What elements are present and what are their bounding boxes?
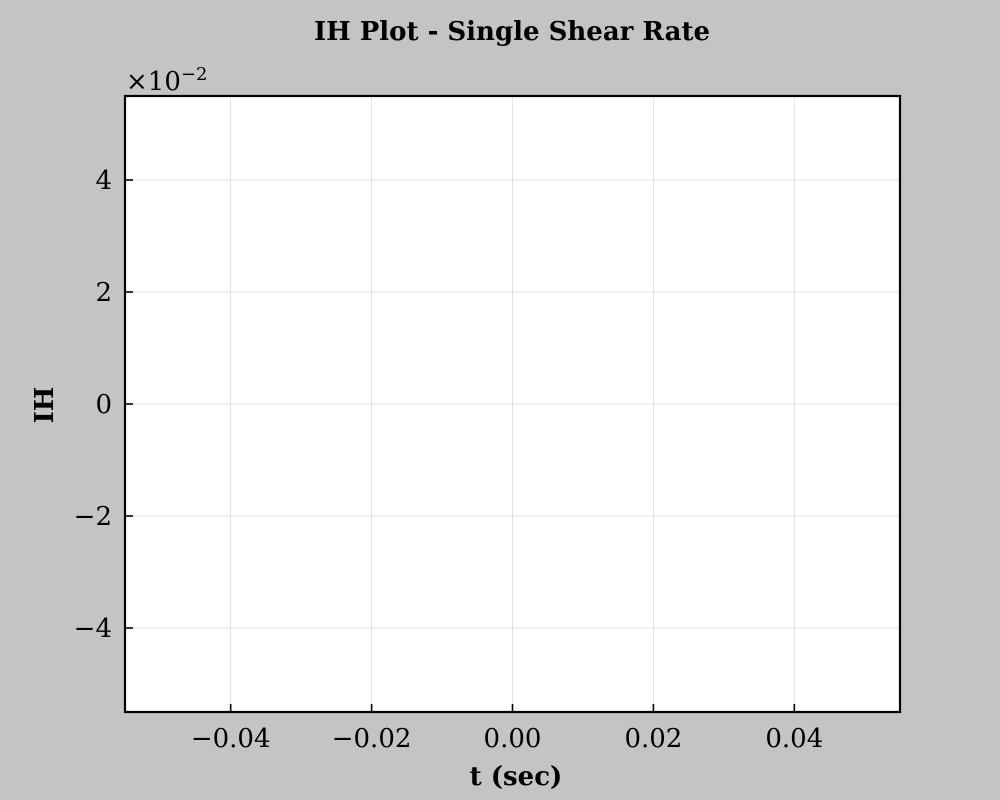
y-axis-offset-label: ×10−2	[126, 64, 207, 97]
grid-lines	[125, 96, 900, 712]
x-tick-label: −0.04	[191, 724, 271, 754]
y-tick-label: −2	[74, 502, 112, 532]
y-axis-ticks: −4 −2 0 2 4	[74, 166, 133, 644]
y-offset-base: ×10	[126, 67, 181, 97]
y-tick-label: 2	[95, 278, 112, 308]
x-tick-label: 0.02	[624, 724, 682, 754]
y-tick-label: 0	[95, 390, 112, 420]
y-axis-label: IH	[30, 387, 60, 424]
y-tick-label: 4	[95, 166, 112, 196]
x-tick-label: 0.04	[765, 724, 823, 754]
chart-title: IH Plot - Single Shear Rate	[314, 17, 710, 47]
x-tick-label: 0.00	[484, 724, 542, 754]
y-tick-label: −4	[74, 614, 112, 644]
y-offset-exponent: −2	[181, 64, 208, 85]
plot-frame	[123, 94, 902, 714]
x-axis-ticks: −0.04 −0.02 0.00 0.02 0.04	[191, 704, 823, 754]
x-axis-label: t (sec)	[470, 762, 563, 792]
x-tick-label: −0.02	[332, 724, 412, 754]
